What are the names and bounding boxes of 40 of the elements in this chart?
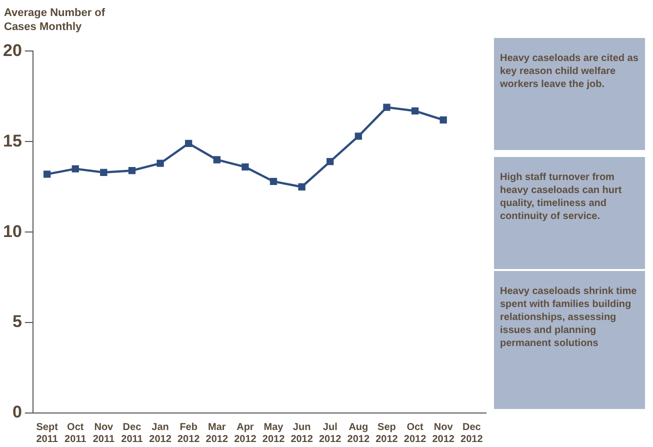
point — [326, 158, 334, 166]
point — [270, 178, 278, 186]
point — [383, 104, 390, 111]
point — [185, 140, 192, 148]
y-tick-label: 15 — [2, 131, 22, 150]
point — [72, 165, 79, 172]
x-tick-label: Oct 2012 — [404, 422, 427, 445]
x-tick-label: Mar 2012 — [206, 422, 228, 445]
text: High staff turnover from heavy caseloads can hurt quality, timeliness and continuity of service. — [494, 157, 645, 269]
x-tick-label: Apr 2012 — [234, 422, 257, 445]
point — [156, 160, 164, 167]
x-tick-label: Sept 2011 — [36, 422, 59, 445]
x-tick-label: Nov 2012 — [432, 422, 455, 445]
text: Heavy caseloads are cited as key reason child welfare workers leave the job. — [494, 38, 645, 150]
x-tick-label: Sep 2012 — [376, 422, 398, 445]
x-tick-label: Aug 2012 — [347, 422, 370, 445]
point — [128, 167, 136, 174]
y-tick-label: 20 — [2, 40, 22, 60]
x-tick-label: Oct 2011 — [64, 422, 87, 445]
x-tick-label: Nov 2011 — [92, 422, 115, 445]
point — [411, 107, 419, 114]
x-tick-label: Jan 2012 — [149, 422, 172, 445]
y-axis-title: Average Number of Cases Monthly — [4, 6, 106, 34]
x-tick-label: Dec 2012 — [460, 422, 484, 445]
point — [298, 183, 306, 190]
point — [100, 168, 108, 176]
y-tick-label: 10 — [2, 222, 22, 241]
text: Heavy caseloads shrink time spent with families building relationships, assessing issues and planning permanent solutions — [494, 271, 645, 409]
point — [242, 163, 249, 171]
point — [440, 116, 447, 124]
x-tick-label: Jun 2012 — [290, 422, 314, 445]
x-tick-label: Feb 2012 — [177, 422, 200, 445]
point — [43, 170, 51, 178]
x-tick-label: Jul 2012 — [318, 422, 342, 445]
y-tick-label: 0 — [12, 402, 22, 422]
point — [213, 156, 220, 164]
x-tick-label: May 2012 — [262, 422, 286, 445]
point — [354, 132, 362, 140]
y-tick-label: 5 — [12, 312, 22, 332]
x-tick-label: Dec 2011 — [121, 422, 144, 445]
